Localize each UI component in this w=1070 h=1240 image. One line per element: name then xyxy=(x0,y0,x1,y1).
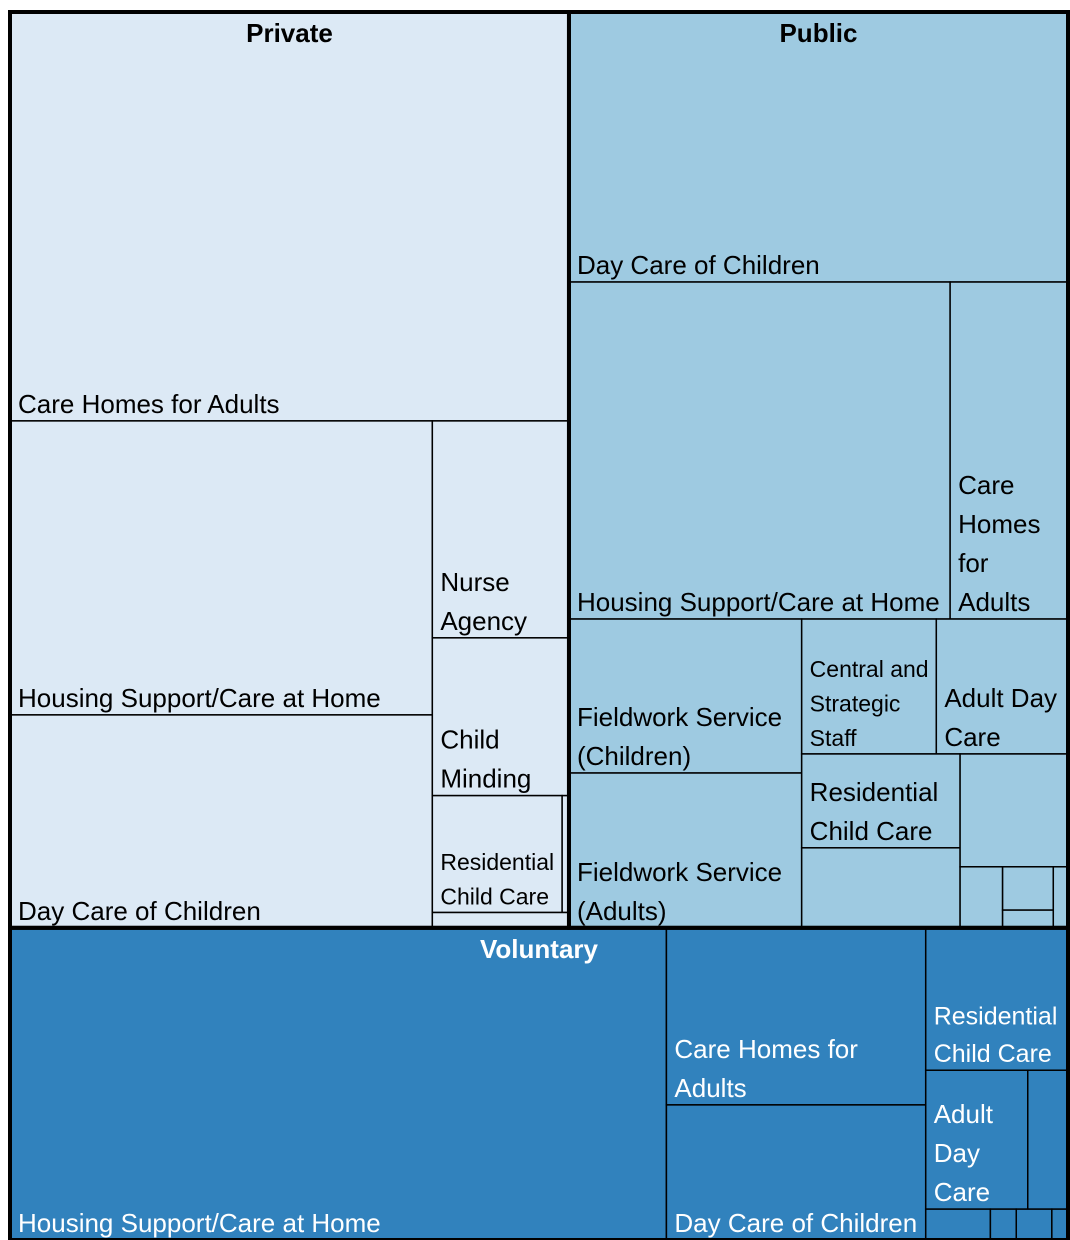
item-label: Child Minding xyxy=(440,725,531,794)
treemap-cell xyxy=(568,772,803,929)
treemap-cell xyxy=(568,281,951,620)
item-label: Day Care of Children xyxy=(577,250,820,280)
treemap-cell xyxy=(924,1069,1029,1210)
treemap-cell xyxy=(665,1104,927,1240)
treemap-cell xyxy=(431,420,570,639)
item-label: Residential Child Care xyxy=(440,849,560,910)
treemap-cell xyxy=(431,637,570,797)
item-label: Residential Child Care xyxy=(934,1003,1065,1069)
treemap-cell xyxy=(1001,909,1055,929)
item-label: Housing Support/Care at Home xyxy=(577,587,940,617)
treemap-cell xyxy=(949,281,1069,620)
treemap-cell xyxy=(1027,1069,1069,1210)
treemap-cell xyxy=(959,753,1069,868)
item-label: Day Care of Children xyxy=(18,896,261,926)
treemap-cell xyxy=(665,927,927,1106)
group-label: Private xyxy=(246,18,333,48)
item-label: Housing Support/Care at Home xyxy=(18,683,381,713)
treemap-cell xyxy=(431,794,563,914)
item-label: Care Homes for Adults xyxy=(674,1034,865,1103)
treemap-cell xyxy=(924,1208,992,1240)
treemap-cell xyxy=(431,911,570,929)
item-label: Adult Day Care xyxy=(934,1099,1001,1207)
treemap-cell xyxy=(935,618,1069,755)
treemap-cell xyxy=(9,927,668,1240)
item-label: Care Homes for Adults xyxy=(18,389,280,419)
item-label: Housing Support/Care at Home xyxy=(18,1208,381,1238)
treemap-cell xyxy=(568,618,803,774)
item-label: Adult Day Care xyxy=(944,683,1064,752)
item-label: Fieldwork Service (Children) xyxy=(577,702,789,771)
treemap-cell xyxy=(800,753,961,849)
treemap-cell xyxy=(989,1208,1018,1240)
treemap-cell xyxy=(1015,1208,1053,1240)
item-label: Care Homes for Adults xyxy=(958,470,1048,617)
treemap-cell xyxy=(568,11,1069,283)
treemap-cell xyxy=(924,927,1069,1071)
item-label: Day Care of Children xyxy=(674,1208,917,1238)
item-label: Nurse Agency xyxy=(440,567,527,636)
treemap-cell xyxy=(959,866,1004,929)
item-label: Fieldwork Service (Adults) xyxy=(577,857,789,926)
item-label: Residential Child Care xyxy=(810,777,946,846)
treemap-cell xyxy=(9,420,434,716)
treemap-cell xyxy=(1051,1208,1069,1240)
treemap-cell xyxy=(9,11,570,422)
treemap-cell xyxy=(800,847,961,929)
group-label: Voluntary xyxy=(480,934,599,964)
treemap-cell xyxy=(1001,866,1055,911)
group-label: Public xyxy=(779,18,857,48)
treemap-cell xyxy=(1052,866,1069,929)
treemap-cell xyxy=(800,618,938,755)
item-label: Central and Strategic Staff xyxy=(810,656,935,751)
treemap-cell xyxy=(9,714,434,929)
